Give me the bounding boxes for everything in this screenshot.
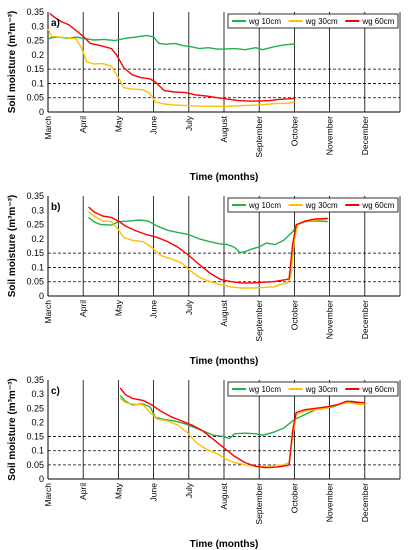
legend-label-wg10: wg 10cm [248, 385, 281, 394]
series-line-wg10 [47, 34, 295, 51]
x-tick-label: September [254, 116, 264, 158]
x-tick-label: April [78, 483, 88, 500]
x-tick-label: September [254, 483, 264, 525]
series-line-wg30 [119, 397, 365, 467]
x-axis-label: Time (months) [190, 172, 259, 183]
series-line-wg60 [119, 387, 365, 469]
y-axis-label: Soil moisture (m³m⁻³) [7, 195, 18, 298]
x-tick-label: March [43, 116, 53, 140]
x-tick-label: August [219, 299, 229, 326]
y-tick-label: 0.15 [26, 64, 44, 74]
x-tick-label: May [113, 482, 123, 499]
x-tick-label: December [360, 483, 370, 522]
y-tick-label: 0.25 [26, 403, 44, 413]
legend-box [227, 13, 399, 29]
legend-label-wg60: wg 60cm [361, 17, 394, 26]
y-tick-label: 0.3 [31, 205, 44, 215]
legend-box [227, 381, 399, 397]
y-tick-label: 0.3 [31, 389, 44, 399]
x-tick-label: October [289, 483, 299, 513]
chart-panel-3: 0 0.05 0.1 0.15 0.2 0.25 0.3 0.35 March April May J… [7, 375, 401, 550]
y-tick-label: 0.1 [31, 446, 44, 456]
y-tick-label: 0 [39, 291, 44, 301]
legend-label-wg60: wg 60cm [361, 201, 394, 210]
y-tick-label: 0.35 [26, 7, 44, 17]
x-tick-label: November [325, 300, 335, 339]
y-tick-label: 0.1 [31, 78, 44, 88]
y-tick-label: 0 [39, 474, 44, 484]
y-tick-label: 0.2 [31, 234, 44, 244]
chart-panel-1: 0 0.05 0.1 0.15 0.2 0.25 0.3 0.35 March April May J… [7, 7, 401, 183]
panel-label: c) [51, 386, 60, 397]
x-tick-label: March [43, 483, 53, 507]
x-tick-label: June [149, 483, 159, 502]
x-tick-label: November [325, 483, 335, 522]
x-tick-label: August [219, 482, 229, 509]
legend-label-wg10: wg 10cm [248, 201, 281, 210]
x-tick-label: March [43, 300, 53, 324]
y-tick-label: 0.05 [26, 460, 44, 470]
panel-label: a) [51, 18, 60, 29]
series-line-wg30 [47, 28, 295, 108]
panel-label: b) [51, 202, 60, 213]
x-tick-label: October [289, 116, 299, 146]
y-tick-label: 0.25 [26, 220, 44, 230]
x-tick-label: December [360, 300, 370, 339]
legend-label-wg10: wg 10cm [248, 17, 281, 26]
series-line-wg10 [88, 216, 328, 254]
x-tick-label: June [149, 116, 159, 135]
x-tick-label: May [113, 115, 123, 132]
y-tick-label: 0.2 [31, 417, 44, 427]
y-tick-label: 0.35 [26, 191, 44, 201]
x-tick-label: August [219, 115, 229, 142]
x-tick-label: April [78, 300, 88, 317]
x-tick-label: October [289, 300, 299, 330]
x-tick-label: May [113, 299, 123, 316]
legend-label-wg30: wg 30cm [305, 385, 338, 394]
series-line-wg60 [49, 12, 295, 102]
y-tick-label: 0.35 [26, 375, 44, 385]
x-tick-label: December [360, 116, 370, 155]
y-axis-label: Soil moisture (m³m⁻³) [7, 378, 18, 481]
y-tick-label: 0 [39, 107, 44, 117]
x-tick-label: July [184, 482, 194, 498]
legend-label-wg60: wg 60cm [361, 385, 394, 394]
x-tick-label: November [325, 116, 335, 155]
legend-label-wg30: wg 30cm [305, 17, 338, 26]
series-line-wg30 [88, 211, 328, 289]
y-axis-label: Soil moisture (m³m⁻³) [7, 11, 18, 114]
y-tick-label: 0.15 [26, 248, 44, 258]
y-tick-label: 0.05 [26, 93, 44, 103]
legend-label-wg30: wg 30cm [305, 201, 338, 210]
series-line-wg10 [119, 395, 365, 440]
y-tick-label: 0.15 [26, 432, 44, 442]
series-line-wg60 [88, 206, 328, 284]
y-tick-label: 0.3 [31, 21, 44, 31]
x-tick-label: July [184, 115, 194, 131]
x-tick-label: July [184, 299, 194, 315]
x-tick-label: June [149, 300, 159, 319]
y-tick-label: 0.25 [26, 36, 44, 46]
x-tick-label: April [78, 116, 88, 133]
x-tick-label: September [254, 300, 264, 342]
chart-panel-2: 0 0.05 0.1 0.15 0.2 0.25 0.3 0.35 March April May J… [7, 191, 401, 367]
legend-box [227, 197, 399, 213]
x-axis-label: Time (months) [190, 356, 259, 367]
x-axis-label: Time (months) [190, 539, 259, 550]
y-tick-label: 0.1 [31, 262, 44, 272]
y-tick-label: 0.2 [31, 50, 44, 60]
y-tick-label: 0.05 [26, 277, 44, 287]
